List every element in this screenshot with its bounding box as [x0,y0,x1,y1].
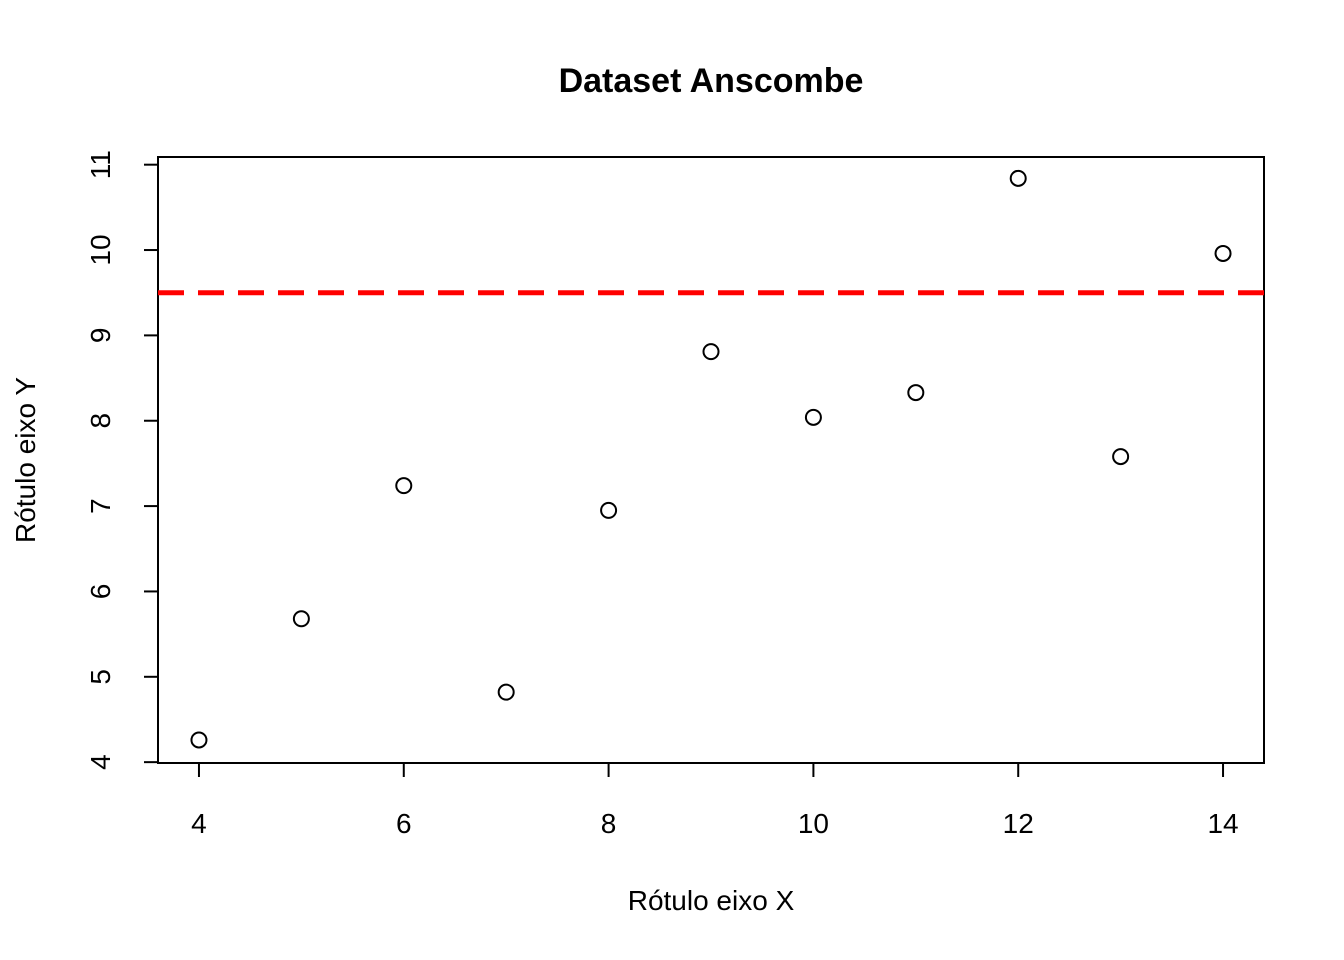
x-tick-label: 6 [396,808,412,839]
x-tick-label: 14 [1207,808,1238,839]
x-tick-label: 4 [191,808,207,839]
x-axis: 4 6 8 10 12 14 [191,762,1239,839]
y-tick-label: 10 [85,234,116,265]
data-point [1214,244,1232,262]
x-tick-label: 12 [1003,808,1034,839]
data-point [1009,169,1027,187]
y-tick-label: 5 [85,669,116,685]
y-tick-label: 6 [85,584,116,600]
data-point [1112,448,1130,466]
chart-title: Dataset Anscombe [559,62,864,100]
data-point [702,343,720,361]
data-point [497,683,515,701]
data-point [190,731,208,749]
plot-frame [157,156,1265,764]
data-point [292,610,310,628]
y-tick-label: 11 [85,150,116,179]
x-tick-label: 8 [601,808,617,839]
data-point [600,501,618,519]
data-point [395,477,413,495]
y-tick-label: 4 [85,754,116,770]
y-axis: 4 5 6 7 8 9 10 11 [85,150,159,770]
y-axis-label: Rótulo eixo Y [10,377,41,543]
y-tick-label: 7 [85,498,116,514]
y-tick-label: 8 [85,413,116,429]
data-point [907,384,925,402]
data-point [804,408,822,426]
x-axis-label: Rótulo eixo X [628,885,795,916]
y-tick-label: 9 [85,328,116,344]
x-tick-label: 10 [798,808,829,839]
data-points [190,169,1232,749]
